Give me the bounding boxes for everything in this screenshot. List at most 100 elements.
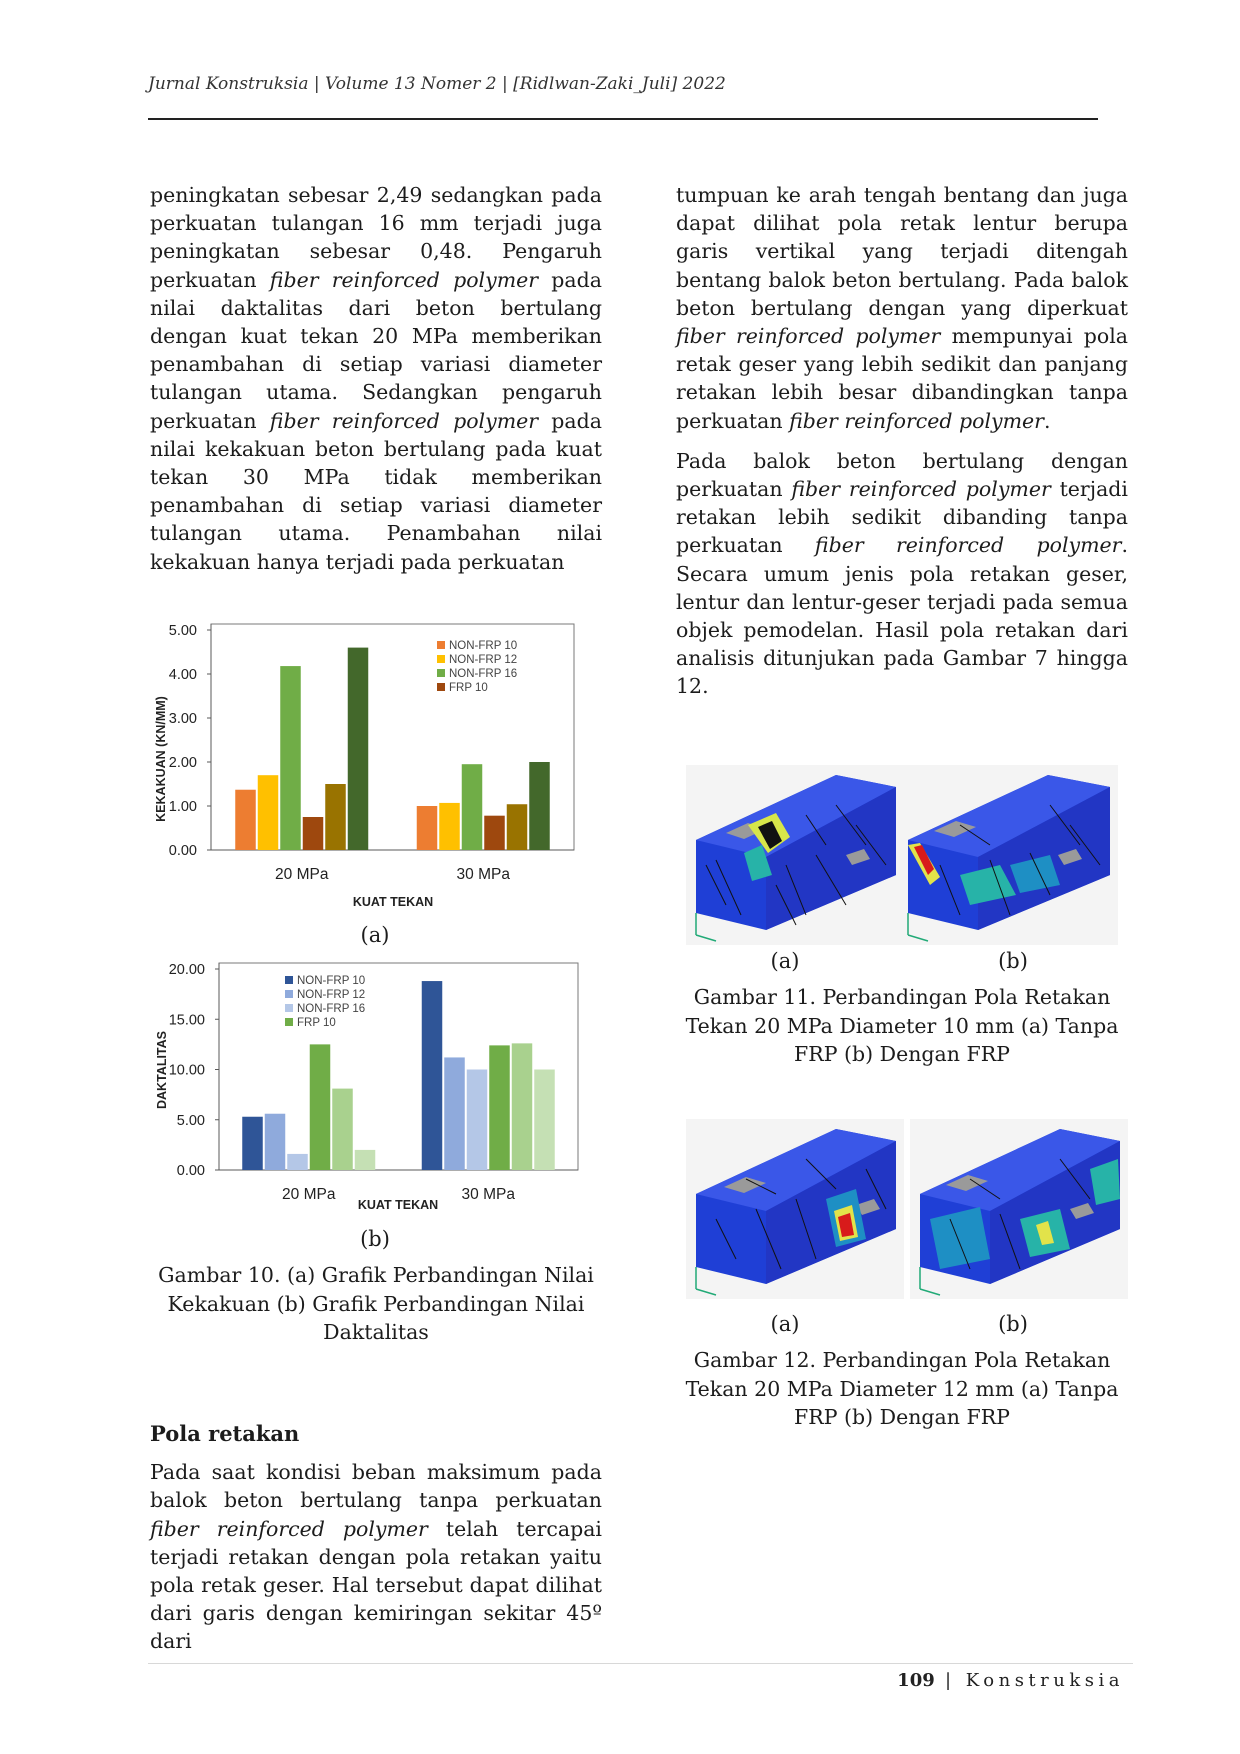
figure11-label-a: (a) [770, 949, 800, 973]
y-tick-label: 3.00 [169, 711, 197, 727]
legend-swatch [437, 655, 445, 663]
italic-term: fiber reinforced polymer [791, 477, 1051, 502]
y-tick-label: 20.00 [169, 962, 205, 978]
body-paragraph: Pada balok beton bertulang dengan perkua… [676, 447, 1128, 701]
x-category-label: 30 MPa [457, 866, 511, 883]
text-run: telah tercapai terjadi retakan dengan po… [150, 1516, 602, 1654]
page-footer: 109 | Konstruksia [897, 1670, 1124, 1691]
left-column-top: peningkatan sebesar 2,49 sedangkan pada … [150, 181, 602, 576]
right-column: tumpuan ke arah tengah bentang dan juga … [676, 181, 1128, 701]
legend-swatch [437, 683, 445, 691]
text-run: tumpuan ke arah tengah bentang dan juga … [676, 183, 1128, 320]
x-category-label: 20 MPa [275, 866, 329, 883]
x-category-label: 30 MPa [462, 1186, 516, 1203]
legend-entry: NON-FRP 10 [297, 975, 365, 987]
section-heading: Pola retakan [150, 1421, 300, 1446]
ductility-chart-svg: 0.00 5.00 10.00 15.00 20.00 20 MPa 30 MPa KUAT … [155, 962, 579, 1212]
bar-0-0 [235, 789, 256, 850]
text-run: . [1043, 408, 1051, 433]
body-paragraph: peningkatan sebesar 2,49 sedangkan pada … [150, 181, 602, 576]
italic-term: fiber reinforced polymer [269, 267, 539, 292]
running-head: Jurnal Konstruksia | Volume 13 Nomer 2 |… [148, 74, 726, 94]
x-category-label: 20 MPa [282, 1186, 336, 1203]
y-tick-label: 2.00 [169, 755, 197, 771]
bar-0-1 [264, 1113, 286, 1170]
bar-1-0 [421, 981, 443, 1170]
x-axis-title: KUAT TEKAN [358, 1198, 438, 1212]
bar-1-1 [439, 802, 460, 850]
y-tick-label: 10.00 [169, 1063, 205, 1079]
y-tick-label: 5.00 [169, 623, 197, 639]
legend-entry: NON-FRP 16 [297, 1003, 365, 1015]
bar-1-1 [444, 1057, 465, 1170]
bar-1-2 [461, 764, 483, 850]
page-number: 109 [897, 1670, 935, 1691]
text-run: . Secara umum jenis pola retakan geser, … [676, 533, 1128, 699]
y-tick-label: 5.00 [177, 1113, 205, 1129]
fe-crack-image-11a [686, 765, 904, 945]
legend-entry: NON-FRP 10 [449, 640, 517, 652]
text-run: pada nilai daktalitas dari beton bertula… [150, 267, 602, 433]
bar-1-3 [489, 1045, 510, 1170]
bar-0-2 [287, 1153, 308, 1170]
text-run: mempunyai pola retak geser yang lebih se… [676, 324, 1128, 433]
legend-entry: NON-FRP 16 [449, 668, 517, 680]
fe-crack-image-11b [900, 765, 1118, 945]
text-run: Pada balok beton bertulang dengan perkua… [676, 448, 1128, 502]
bar-1-0 [416, 806, 438, 850]
figure10-label-a: (a) [360, 923, 390, 947]
bar-0-5 [347, 647, 369, 850]
legend-swatch [285, 1018, 293, 1026]
figure11-label-b: (b) [998, 949, 1028, 973]
legend-swatch [285, 976, 293, 984]
text-run: peningkatan sebesar 2,49 sedangkan pada … [150, 183, 602, 292]
italic-term: fiber reinforced polymer [814, 533, 1122, 558]
stiffness-chart-svg: 0.00 1.00 2.00 3.00 4.00 5.00 20 MPa 30 MPa KUAT… [154, 623, 575, 909]
legend-swatch [285, 990, 293, 998]
bar-0-4 [332, 1088, 353, 1170]
bar-0-5 [354, 1149, 376, 1170]
x-axis-title: KUAT TEKAN [353, 895, 433, 909]
text-run: Pada saat kondisi beban maksimum pada ba… [150, 1460, 602, 1513]
legend-entry: FRP 10 [449, 682, 488, 694]
bar-1-2 [466, 1069, 488, 1170]
legend-entry: NON-FRP 12 [297, 989, 365, 1001]
legend-entry: NON-FRP 12 [449, 654, 517, 666]
italic-term: fiber reinforced polymer [789, 408, 1044, 433]
figure12-caption: Gambar 12. Perbandingan Pola Retakan Tek… [685, 1348, 1119, 1429]
italic-term: fiber reinforced polymer [269, 408, 539, 433]
bar-0-2 [280, 666, 301, 850]
bar-1-4 [506, 804, 528, 850]
figure10-caption: Gambar 10. (a) Grafik Perbandingan Nilai… [158, 1263, 594, 1344]
y-tick-label: 1.00 [169, 799, 197, 815]
footer-journal: Konstruksia [965, 1670, 1124, 1691]
italic-term: fiber reinforced polymer [676, 324, 941, 349]
y-tick-label: 4.00 [169, 667, 197, 683]
bar-1-3 [484, 815, 505, 850]
figure12-label-b: (b) [998, 1312, 1028, 1336]
y-tick-label: 15.00 [169, 1012, 205, 1028]
legend-swatch [437, 641, 445, 649]
y-tick-label: 0.00 [169, 843, 197, 859]
fe-crack-image-12a [686, 1119, 904, 1299]
bar-0-1 [257, 775, 279, 850]
bar-0-4 [325, 784, 346, 850]
stiffness-chart: 0.00 1.00 2.00 3.00 4.00 5.00 20 MPa 30 MPa KUAT… [150, 618, 600, 918]
bar-1-5 [529, 762, 550, 850]
bar-0-0 [242, 1116, 263, 1170]
body-paragraph: Pada saat kondisi beban maksimum pada ba… [150, 1458, 602, 1655]
figure11-caption: Gambar 11. Perbandingan Pola Retakan Tek… [685, 985, 1119, 1066]
header-rule [148, 118, 1098, 120]
bar-1-5 [534, 1069, 555, 1170]
bar-1-4 [511, 1043, 533, 1170]
fe-crack-image-12b [910, 1119, 1128, 1299]
footer-rule [148, 1663, 1133, 1664]
y-tick-label: 0.00 [177, 1163, 205, 1179]
bar-0-3 [302, 817, 324, 850]
legend-swatch [437, 669, 445, 677]
text-run: terjadi retakan lebih sedikit dibanding … [676, 477, 1128, 558]
ductility-chart: 0.00 5.00 10.00 15.00 20.00 20 MPa 30 MPa KUAT … [150, 958, 600, 1213]
y-axis-title: KEKAKUAN (KN/MM) [154, 696, 168, 822]
figure10-label-b: (b) [360, 1227, 390, 1251]
footer-separator: | [944, 1670, 956, 1691]
